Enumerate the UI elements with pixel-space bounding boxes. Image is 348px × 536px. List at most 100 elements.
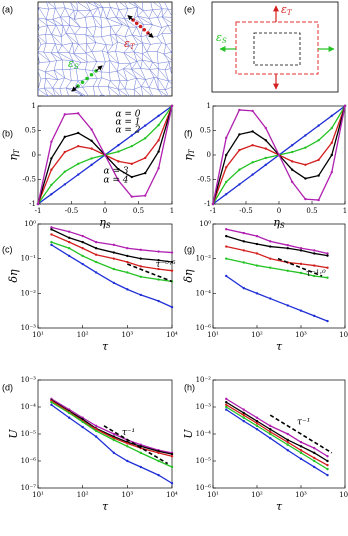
cell-edge — [116, 17, 125, 19]
cell-edge — [110, 34, 114, 46]
cell-edge — [124, 36, 130, 47]
data-point — [264, 126, 267, 130]
cell-edge — [85, 69, 93, 71]
x-axis-label: τ — [102, 340, 109, 353]
data-point — [238, 148, 241, 152]
data-point — [126, 271, 129, 274]
cell-edge — [93, 86, 96, 96]
cell-edge — [85, 2, 91, 11]
x-axis-label: τ — [276, 340, 283, 353]
guide-line — [103, 425, 169, 465]
cell-edge — [107, 86, 120, 96]
cell-edge — [56, 98, 62, 99]
cell-edge — [161, 33, 167, 45]
cell-dot — [85, 76, 89, 81]
x-axis-label-sub: S — [280, 222, 285, 230]
cell-edge — [110, 7, 117, 18]
cell-edge — [69, 10, 75, 17]
data-point — [304, 134, 307, 137]
cell-edge — [133, 89, 136, 96]
cell-edge — [93, 36, 97, 43]
cell-edge — [78, 44, 87, 54]
data-point — [269, 245, 272, 248]
series-line — [225, 409, 328, 476]
panel-e-frame — [211, 1, 339, 93]
eps-t-label-sub: T — [130, 43, 136, 51]
cell-edge — [108, 2, 111, 8]
cell-edge — [123, 52, 131, 64]
y-axis-label-symbol: δη — [7, 269, 20, 283]
eps-t-label: εT — [281, 3, 293, 17]
data-point — [139, 248, 142, 252]
cell-edge — [86, 42, 96, 44]
cell-edge — [54, 69, 63, 71]
cell-edge — [149, 69, 159, 79]
data-point — [225, 136, 228, 140]
data-point — [63, 170, 66, 173]
cell-edge — [123, 52, 138, 62]
cell-edge — [40, 78, 46, 80]
series-line — [226, 235, 328, 257]
cell-edge — [45, 78, 53, 89]
cell-edge — [78, 43, 87, 45]
data-point — [50, 226, 53, 229]
y-tick-label: 10⁻² — [21, 289, 37, 297]
y-tick-label: -0.5 — [198, 176, 212, 184]
legend-label: α = 2 — [115, 126, 140, 136]
data-point — [50, 401, 53, 404]
cell-edge — [65, 32, 75, 35]
cell-edge — [133, 15, 138, 19]
cell-edge — [39, 25, 48, 28]
cell-edge — [72, 60, 82, 63]
cell-edge — [100, 17, 103, 28]
cell-edge — [107, 52, 119, 64]
cell-edge — [74, 33, 86, 36]
cell-edge — [150, 2, 153, 10]
data-point — [63, 135, 66, 139]
cell-edge — [117, 41, 130, 47]
data-point — [326, 473, 329, 477]
cell-edge — [152, 61, 159, 64]
cell-edge — [59, 77, 65, 89]
cell-edge — [109, 60, 119, 64]
data-point — [126, 254, 129, 258]
cell-edge — [163, 53, 172, 61]
cell-edge — [110, 7, 119, 10]
cell-edge — [101, 36, 107, 45]
cell-edge — [75, 62, 82, 69]
guide-label: τ⁻⁰·⁵ — [156, 260, 176, 270]
data-point — [225, 245, 228, 248]
y-tick-label: 0.5 — [25, 127, 36, 135]
cell-edge — [52, 79, 59, 89]
cell-mesh — [38, 0, 172, 99]
cell-edge — [73, 53, 88, 63]
cell-edge — [62, 0, 70, 2]
data-point — [77, 173, 80, 176]
series-line — [226, 245, 328, 269]
y-axis-label-symbol: U — [7, 429, 20, 439]
data-point — [117, 150, 120, 153]
data-point — [317, 174, 320, 177]
cell-edge — [156, 27, 163, 37]
cell-edge — [137, 7, 144, 11]
cell-edge — [73, 53, 82, 63]
cell-edge — [106, 18, 111, 27]
cell-edge — [110, 80, 119, 90]
data-point — [343, 104, 347, 108]
cell-edge — [53, 70, 65, 78]
cell-edge — [73, 52, 86, 55]
eps-s-label: εS — [216, 31, 227, 45]
data-point — [326, 266, 329, 269]
cell-edge — [123, 63, 131, 69]
cell-edge — [136, 61, 141, 69]
cell-edge — [148, 87, 154, 96]
cell-edge — [140, 68, 146, 80]
data-point — [225, 180, 228, 184]
data-point — [330, 114, 333, 118]
data-point — [291, 168, 294, 171]
x-axis-label-symbol: τ — [102, 340, 109, 353]
cell-edge — [141, 86, 144, 96]
data-point — [269, 428, 272, 431]
cell-edge — [127, 6, 138, 10]
cell-edge — [148, 18, 153, 25]
